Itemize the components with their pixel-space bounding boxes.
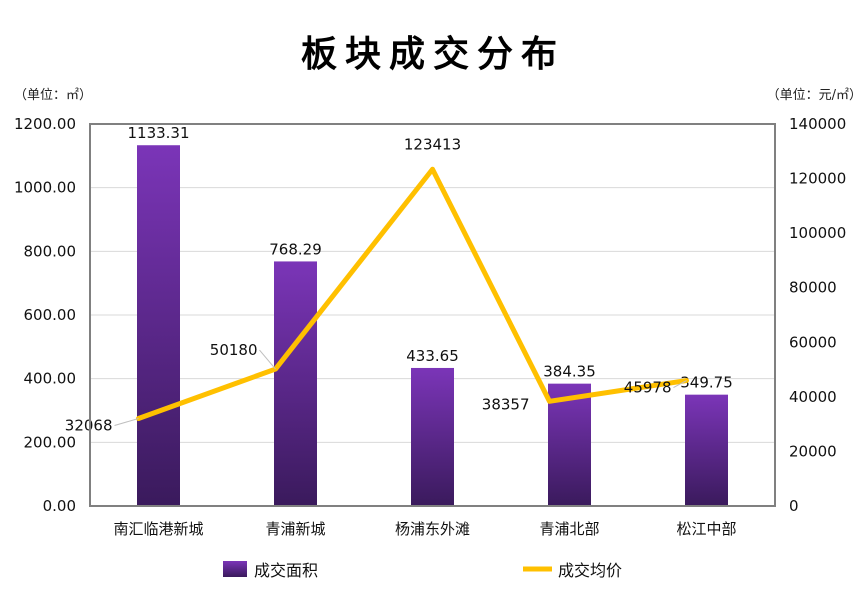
line-value-label: 123413 (404, 135, 461, 153)
chart-title: 板块成交分布 (301, 33, 565, 75)
right-tick-label: 140000 (789, 115, 846, 133)
plot-frame (89, 123, 776, 507)
line-data-labels: 32068 50180 123413 38357 45978 (65, 135, 687, 435)
bar-value-label: 384.35 (543, 363, 596, 381)
right-axis-unit: （单位：元/㎡） (767, 88, 862, 103)
right-tick-label: 80000 (789, 279, 837, 297)
line-value-label: 32068 (65, 417, 113, 435)
right-tick-label: 0 (789, 497, 799, 515)
legend-line-label: 成交均价 (558, 561, 622, 580)
left-tick-label: 1000.00 (14, 179, 76, 197)
left-tick-label: 1200.00 (14, 115, 76, 133)
label-leader-line (259, 349, 276, 370)
right-tick-label: 60000 (789, 333, 837, 351)
category-label: 青浦新城 (265, 520, 325, 538)
bar (137, 145, 180, 506)
bar (685, 394, 728, 506)
legend-bar-swatch (223, 561, 247, 577)
right-tick-label: 100000 (789, 224, 846, 242)
bar-value-label: 349.75 (680, 374, 733, 392)
left-axis-unit: （单位：㎡） (14, 88, 92, 103)
bar (411, 367, 454, 506)
legend: 成交面积 成交均价 (223, 561, 622, 580)
left-axis-ticks: 0.00 200.00 400.00 600.00 800.00 1000.00 1200.… (14, 115, 76, 515)
left-tick-label: 600.00 (24, 306, 77, 324)
bar-data-labels: 1133.31 768.29 433.65 384.35 349.75 (127, 124, 732, 391)
label-leader-line (114, 418, 139, 426)
category-label: 杨浦东外滩 (395, 520, 470, 538)
line-value-label: 45978 (624, 379, 672, 397)
category-label: 南汇临港新城 (113, 520, 203, 538)
category-axis-labels: 南汇临港新城 青浦新城 杨浦东外滩 青浦北部 松江中部 (113, 520, 736, 538)
left-tick-label: 800.00 (24, 242, 77, 260)
bar-value-label: 433.65 (406, 347, 459, 365)
line-value-label: 38357 (482, 395, 530, 413)
legend-bar-label: 成交面积 (254, 561, 318, 580)
right-tick-label: 20000 (789, 442, 837, 460)
line-value-label: 50180 (210, 341, 258, 359)
category-label: 松江中部 (676, 520, 736, 538)
category-label: 青浦北部 (539, 520, 599, 538)
label-leader-line (673, 380, 687, 388)
right-axis-ticks: 0 20000 40000 60000 80000 100000 120000 140000 (789, 115, 846, 515)
left-tick-label: 0.00 (43, 497, 76, 515)
right-tick-label: 120000 (789, 170, 846, 188)
bar-value-label: 1133.31 (127, 124, 189, 142)
bar (274, 261, 317, 506)
right-tick-label: 40000 (789, 388, 837, 406)
bar-series (137, 145, 728, 506)
bar (548, 383, 591, 506)
left-tick-label: 400.00 (24, 370, 77, 388)
left-tick-label: 200.00 (24, 433, 77, 451)
bar-value-label: 768.29 (269, 240, 322, 258)
